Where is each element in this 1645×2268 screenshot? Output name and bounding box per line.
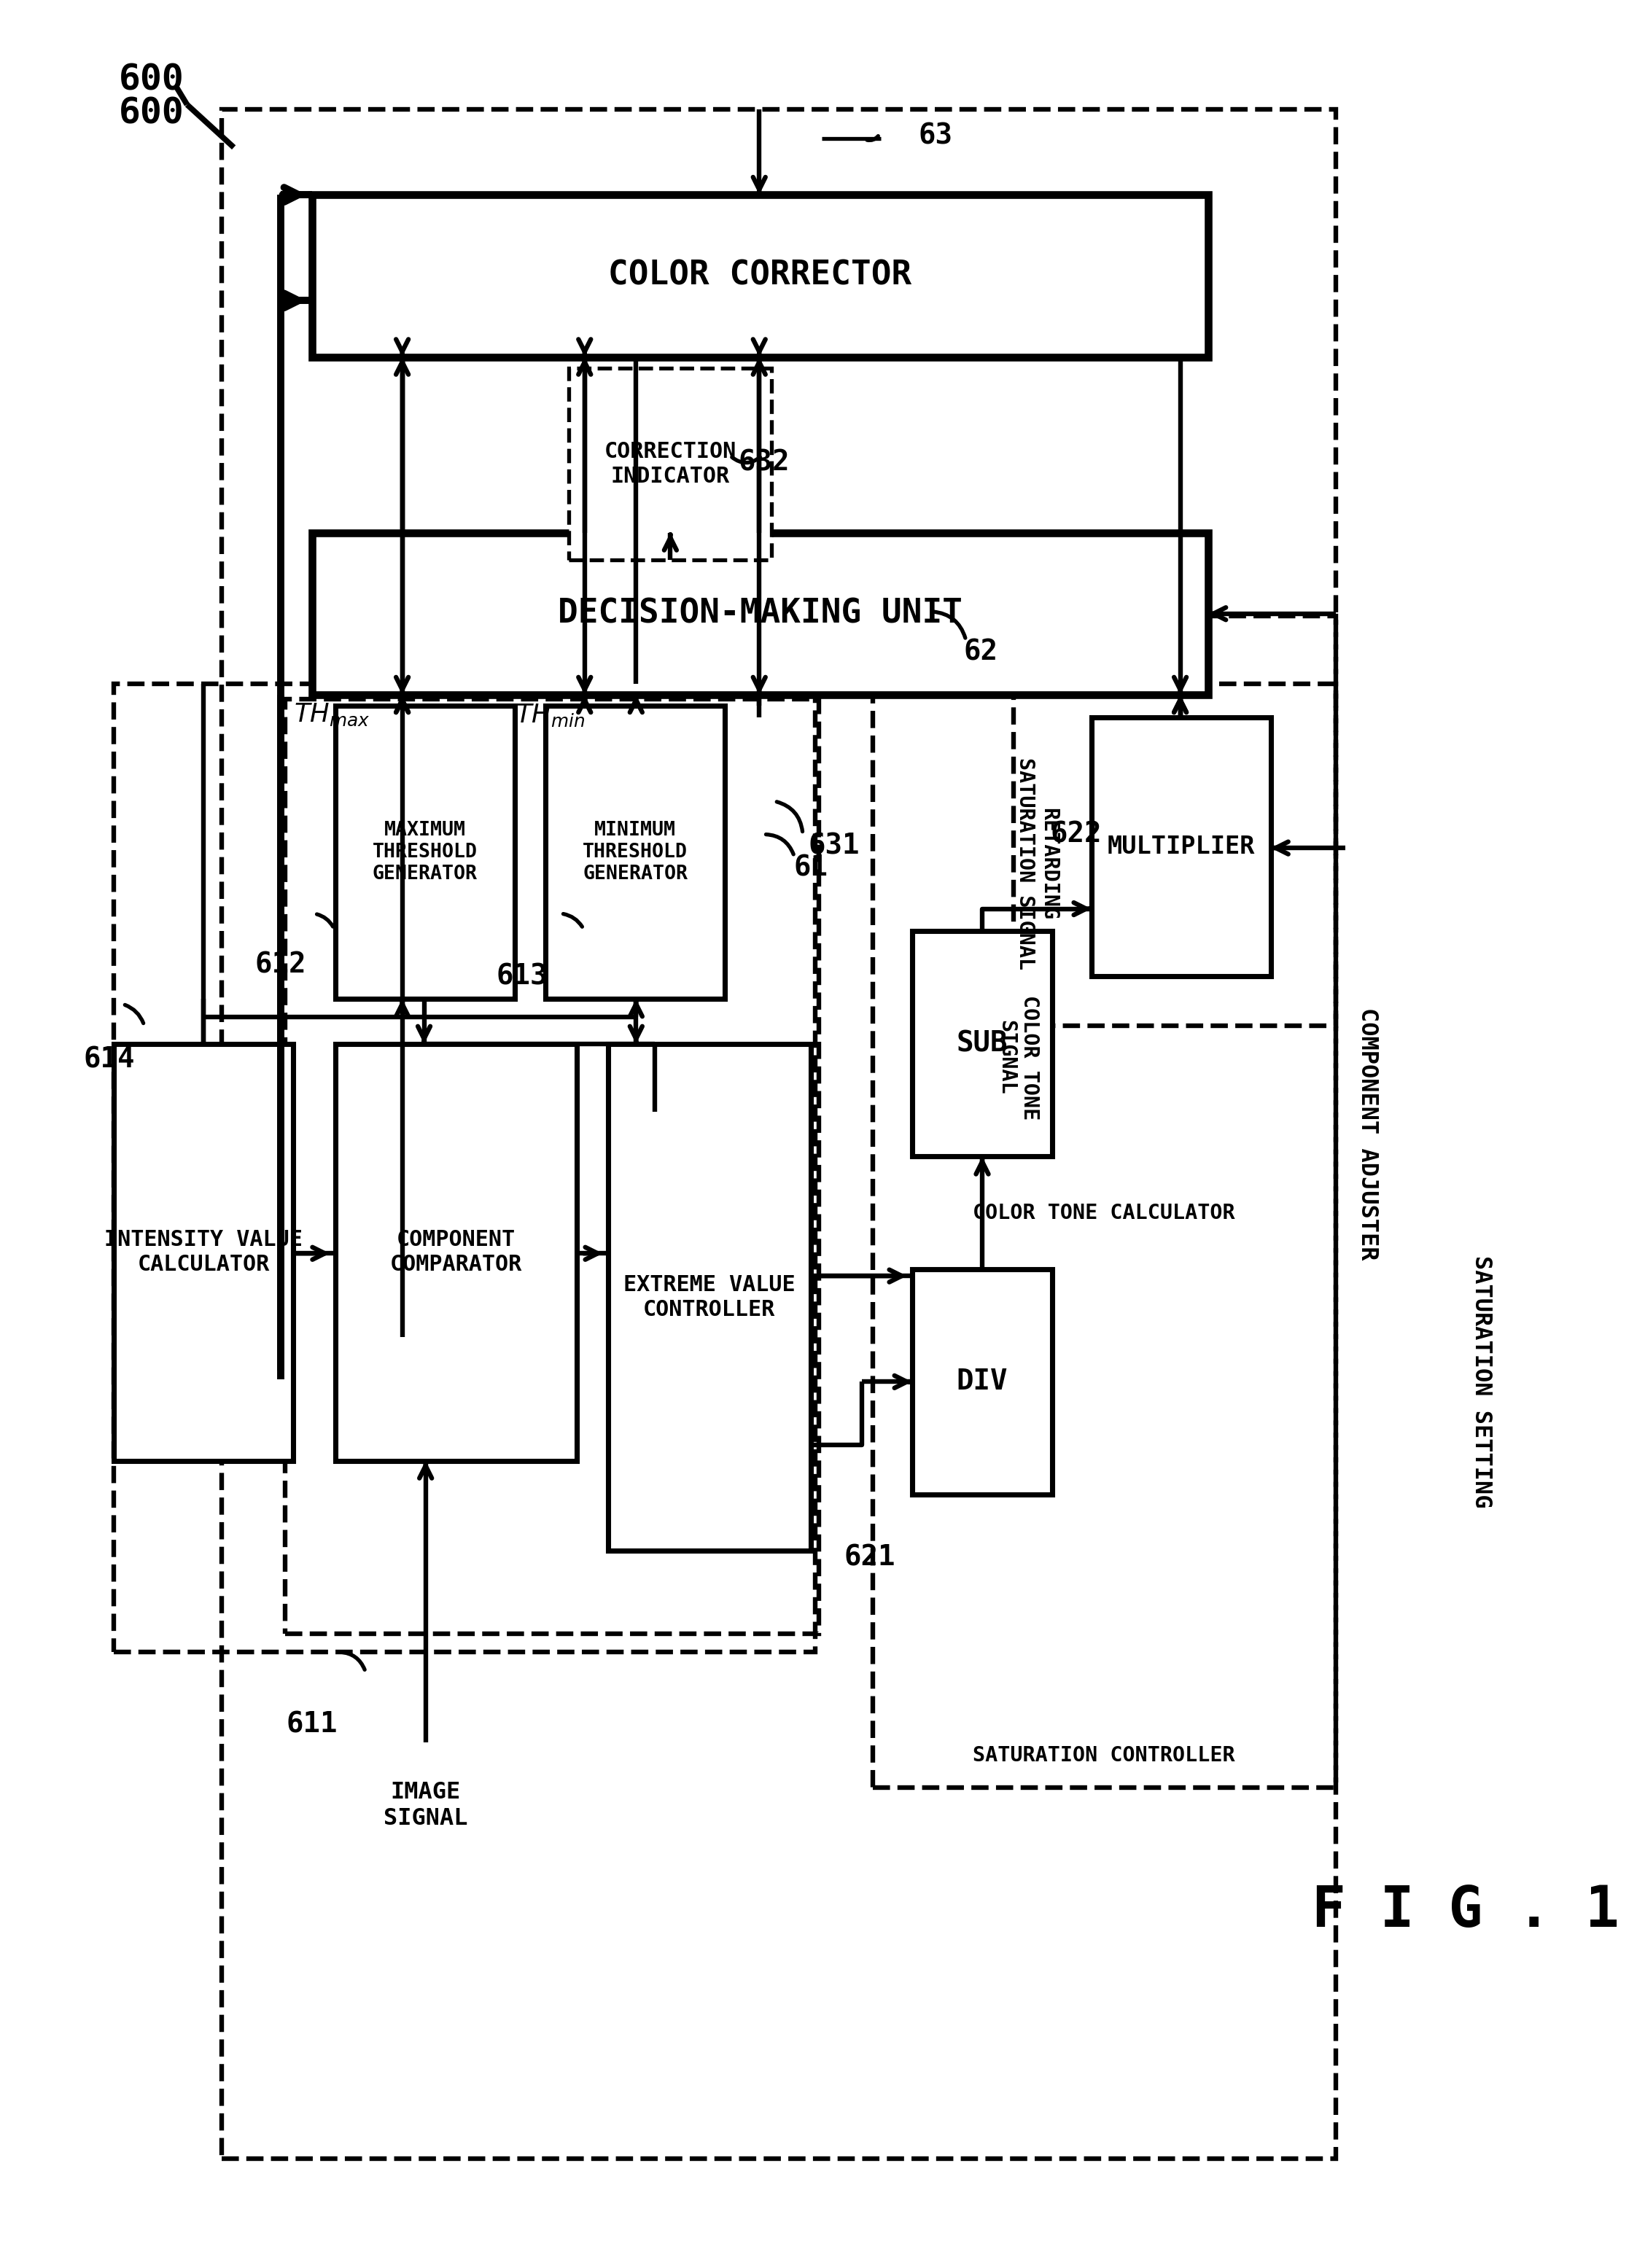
Text: RETARDING
SATURATION SIGNAL: RETARDING SATURATION SIGNAL [1015,758,1058,971]
Bar [1091,717,1270,975]
Text: EXTREME VALUE
CONTROLLER: EXTREME VALUE CONTROLLER [623,1275,795,1320]
Bar [1013,683,1336,1025]
Text: 631: 631 [808,832,859,860]
Text: 613: 613 [497,962,548,991]
Text: IMAGE
SIGNAL: IMAGE SIGNAL [383,1780,467,1830]
Text: $TH_{min}$: $TH_{min}$ [515,701,586,728]
Text: SATURATION CONTROLLER: SATURATION CONTROLLER [972,1746,1234,1767]
Text: COLOR CORRECTOR: COLOR CORRECTOR [609,259,911,293]
Text: 632: 632 [739,449,790,476]
Bar [114,1043,293,1461]
Text: SUB: SUB [956,1030,1008,1057]
Bar [114,683,816,1651]
Bar [311,533,1207,694]
Text: DIV: DIV [956,1368,1008,1395]
Bar [911,932,1053,1157]
Bar [311,195,1207,356]
Text: 62: 62 [964,637,997,667]
Text: 63: 63 [918,122,952,150]
Text: 622: 622 [1050,821,1101,848]
Text: COLOR TONE CALCULATOR: COLOR TONE CALCULATOR [972,1202,1234,1222]
Text: 612: 612 [255,950,306,980]
Bar [911,1270,1053,1495]
Bar [873,617,1336,1787]
Text: 61: 61 [793,855,827,882]
Text: COMPONENT
COMPARATOR: COMPONENT COMPARATOR [390,1229,521,1275]
Text: COLOR TONE
SIGNAL: COLOR TONE SIGNAL [995,996,1040,1120]
Bar [285,699,818,1633]
Bar [569,367,772,560]
Bar [336,705,515,998]
Text: MULTIPLIER: MULTIPLIER [1107,835,1255,860]
Bar [336,1043,577,1461]
Text: F I G . 1: F I G . 1 [1311,1882,1619,1939]
Text: 614: 614 [84,1046,135,1073]
Bar [607,1043,811,1551]
Bar [546,705,725,998]
Bar [222,109,1336,2159]
Text: 611: 611 [286,1710,337,1737]
Text: COMPONENT ADJUSTER: COMPONENT ADJUSTER [1355,1007,1379,1261]
Text: 600: 600 [118,95,184,132]
Text: MAXIMUM
THRESHOLD
GENERATOR: MAXIMUM THRESHOLD GENERATOR [372,821,477,885]
Text: 621: 621 [844,1545,895,1572]
Text: $TH_{max}$: $TH_{max}$ [294,703,370,728]
Text: INTENSITY VALUE
CALCULATOR: INTENSITY VALUE CALCULATOR [104,1229,303,1275]
Text: 600: 600 [118,61,184,98]
Text: CORRECTION
INDICATOR: CORRECTION INDICATOR [604,440,737,488]
Text: SATURATION SETTING: SATURATION SETTING [1469,1256,1492,1508]
Text: MINIMUM
THRESHOLD
GENERATOR: MINIMUM THRESHOLD GENERATOR [582,821,688,885]
Text: DECISION-MAKING UNIT: DECISION-MAKING UNIT [558,596,962,631]
